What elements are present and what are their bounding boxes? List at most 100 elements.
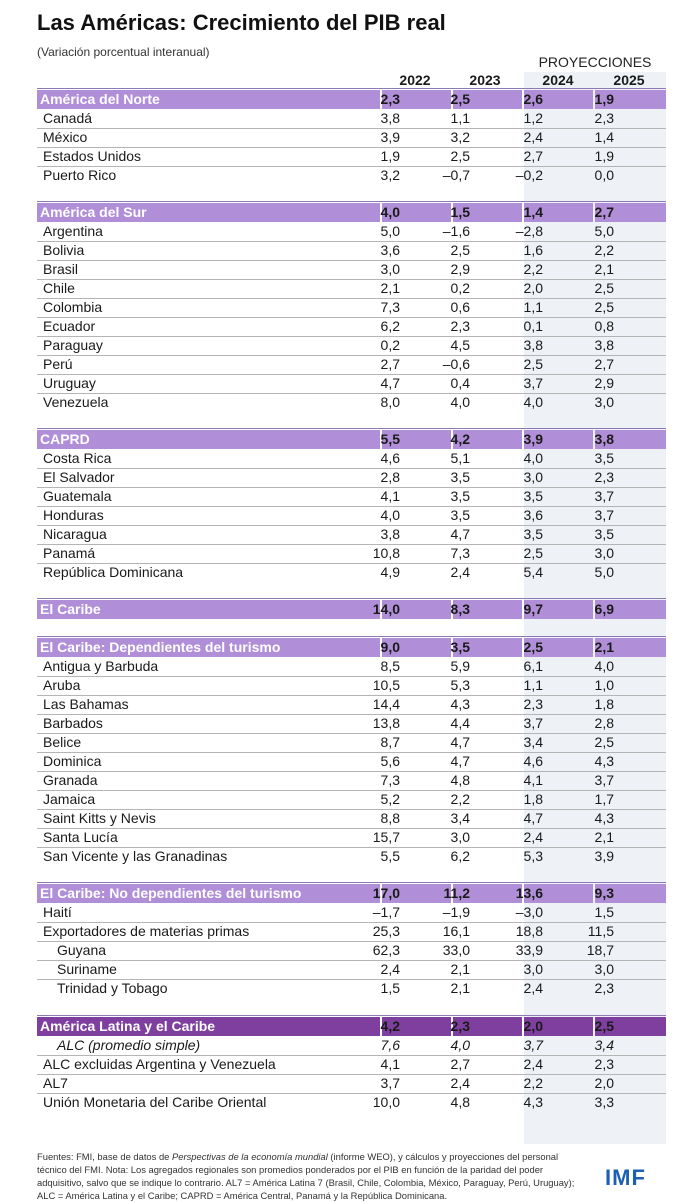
row-label: Brasil — [43, 261, 79, 277]
value-2024: 2,4 — [523, 1056, 543, 1072]
group-top-rule — [37, 1015, 666, 1016]
value-2024: 3,7 — [523, 1037, 543, 1053]
value-2025: 3,3 — [594, 1094, 614, 1110]
value-2025: 18,7 — [586, 942, 614, 958]
value-2022: 10,5 — [372, 677, 400, 693]
value-2025: 3,0 — [594, 961, 614, 977]
row-label: Suriname — [57, 961, 117, 977]
value-2022: 2,7 — [380, 356, 400, 372]
table-row-suriname: Suriname 2,4 2,1 3,0 3,0 — [37, 960, 666, 980]
value-2025: 5,0 — [594, 223, 614, 239]
table-row-brasil: Brasil 3,0 2,9 2,2 2,1 — [37, 260, 666, 280]
value-2024: 2,0 — [523, 1018, 543, 1034]
row-label: Exportadores de materias primas — [43, 923, 250, 939]
table-row-antigua-y-barbuda: Antigua y Barbuda 8,5 5,9 6,1 4,0 — [37, 657, 666, 677]
table-row-costa-rica: Costa Rica 4,6 5,1 4,0 3,5 — [37, 449, 666, 469]
table-row-republica-dominicana: República Dominicana 4,9 2,4 5,4 5,0 — [37, 563, 666, 582]
group-bar-segment — [382, 203, 451, 222]
group-bar-segment — [37, 90, 380, 109]
group-row-el-caribe: El Caribe 14,0 8,3 9,7 6,9 — [37, 598, 666, 619]
group-top-rule — [37, 598, 666, 599]
value-2023: 2,5 — [450, 242, 470, 258]
value-2023: 2,4 — [450, 564, 470, 580]
value-2022: 3,7 — [380, 1075, 400, 1091]
value-2024: 2,3 — [523, 696, 543, 712]
row-label: CAPRD — [40, 431, 90, 447]
group-bar-segment — [453, 884, 522, 903]
value-2023: 2,3 — [450, 318, 470, 334]
value-2023: 4,8 — [450, 1094, 470, 1110]
value-2024: 33,9 — [515, 942, 543, 958]
value-2022: 9,0 — [380, 639, 400, 655]
page-subtitle: (Variación porcentual interanual) — [37, 45, 210, 59]
value-2023: 2,5 — [450, 91, 470, 107]
value-2024: 13,6 — [515, 885, 543, 901]
group-bar-segment — [37, 638, 380, 657]
group-bar-segment — [595, 90, 666, 109]
row-label: Uruguay — [43, 375, 96, 391]
value-2023: 1,1 — [450, 110, 470, 126]
value-2024: 4,1 — [523, 772, 543, 788]
row-label: Guyana — [57, 942, 107, 958]
group-bar-segment — [382, 1017, 451, 1036]
value-2022: 4,6 — [380, 450, 400, 466]
value-2023: 4,8 — [450, 772, 470, 788]
value-2025: 5,0 — [594, 564, 614, 580]
value-2024: 2,2 — [523, 1075, 543, 1091]
value-2025: 2,5 — [594, 299, 614, 315]
row-label: ALC excluidas Argentina y Venezuela — [43, 1056, 276, 1072]
table-row-guatemala: Guatemala 4,1 3,5 3,5 3,7 — [37, 487, 666, 507]
value-2023: –0,7 — [442, 167, 470, 183]
value-2022: 7,3 — [380, 772, 400, 788]
row-label: Costa Rica — [43, 450, 112, 466]
value-2025: 1,9 — [594, 148, 614, 164]
value-2022: 3,8 — [380, 526, 400, 542]
row-label: El Caribe: No dependientes del turismo — [40, 885, 302, 901]
group-row-america-del-sur: América del Sur 4,0 1,5 1,4 2,7 — [37, 201, 666, 222]
value-2022: 4,1 — [380, 488, 400, 504]
value-2024: 0,1 — [523, 318, 543, 334]
group-bar-segment — [524, 1017, 593, 1036]
table-row-el-salvador: El Salvador 2,8 3,5 3,0 2,3 — [37, 468, 666, 488]
row-label: Guatemala — [43, 488, 112, 504]
value-2022: 13,8 — [372, 715, 400, 731]
value-2022: 5,2 — [380, 791, 400, 807]
table-row-santa-lucia: Santa Lucía 15,7 3,0 2,4 2,1 — [37, 828, 666, 848]
value-2025: 3,5 — [594, 526, 614, 542]
group-bar-segment — [453, 600, 522, 619]
group-row-america-latina-y-el-caribe: América Latina y el Caribe 4,2 2,3 2,0 2,5 — [37, 1015, 666, 1036]
value-2024: 1,2 — [523, 110, 543, 126]
row-label: Aruba — [43, 677, 81, 693]
value-2025: 2,3 — [594, 469, 614, 485]
value-2025: 3,8 — [594, 337, 614, 353]
row-label: Estados Unidos — [43, 148, 142, 164]
value-2024: 4,7 — [523, 810, 543, 826]
value-2023: 16,1 — [442, 923, 470, 939]
row-label: América del Norte — [40, 91, 160, 107]
value-2022: 4,7 — [380, 375, 400, 391]
value-2025: 2,1 — [594, 261, 614, 277]
table-row-haiti: Haití –1,7 –1,9 –3,0 1,5 — [37, 903, 666, 923]
value-2025: 0,0 — [594, 167, 614, 183]
row-label: Belice — [43, 734, 82, 750]
row-label: América del Sur — [40, 204, 147, 220]
value-2025: 2,5 — [594, 280, 614, 296]
row-label: Argentina — [43, 223, 103, 239]
value-2025: 1,0 — [594, 677, 614, 693]
value-2022: 3,9 — [380, 129, 400, 145]
group-bar-segment — [37, 600, 380, 619]
value-2023: 0,6 — [450, 299, 470, 315]
value-2022: 14,0 — [372, 601, 400, 617]
value-2024: 18,8 — [515, 923, 543, 939]
row-label: Venezuela — [43, 394, 109, 410]
value-2022: 8,5 — [380, 658, 400, 674]
value-2023: 4,0 — [450, 1037, 470, 1053]
table-row-san-vicente-y-las-granadinas: San Vicente y las Granadinas 5,5 6,2 5,3 3,9 — [37, 847, 666, 866]
table-row-bolivia: Bolivia 3,6 2,5 1,6 2,2 — [37, 241, 666, 261]
group-bar-segment — [524, 430, 593, 449]
value-2022: 5,6 — [380, 753, 400, 769]
footer-sources-suffix: (informe WEO), y cálculos y proyecciones… — [37, 1151, 559, 1175]
group-row-el-caribe-dependientes-del-turismo: El Caribe: Dependientes del turismo 9,0 3,… — [37, 636, 666, 657]
value-2023: 3,5 — [450, 507, 470, 523]
value-2023: 1,5 — [450, 204, 470, 220]
